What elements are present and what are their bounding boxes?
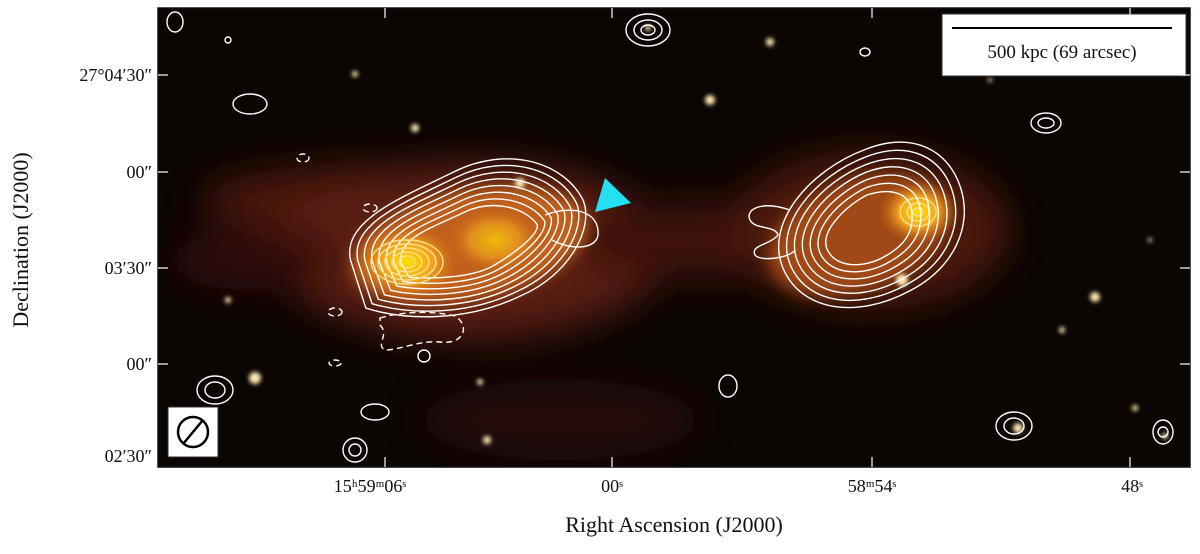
y-tick-label: 03′30″ xyxy=(105,258,152,278)
scale-bar-label: 500 kpc (69 arcsec) xyxy=(987,42,1136,63)
sky-image: 500 kpc (69 arcsec) xyxy=(158,8,1190,467)
y-tick-label: 00″ xyxy=(127,162,153,182)
plot-frame xyxy=(157,7,1191,468)
y-tick-label: 02′30″ xyxy=(105,446,152,466)
x-tick-label: 00ˢ xyxy=(601,476,623,496)
x-tick-label: 58ᵐ54ˢ xyxy=(848,476,897,496)
y-axis-label: Declination (J2000) xyxy=(8,152,33,327)
x-axis-label: Right Ascension (J2000) xyxy=(565,512,783,537)
y-tick-label: 00″ xyxy=(127,354,153,374)
x-tick-label: 48ˢ xyxy=(1121,476,1143,496)
marker-arrow xyxy=(595,178,631,212)
x-tick-label: 15ʰ59ᵐ06ˢ xyxy=(334,476,407,496)
beam-box xyxy=(167,406,219,458)
contours xyxy=(166,11,1174,463)
tick-marks xyxy=(158,8,1190,467)
scale-bar: 500 kpc (69 arcsec) xyxy=(941,13,1187,77)
y-tick-label: 27°04′30″ xyxy=(79,65,152,85)
